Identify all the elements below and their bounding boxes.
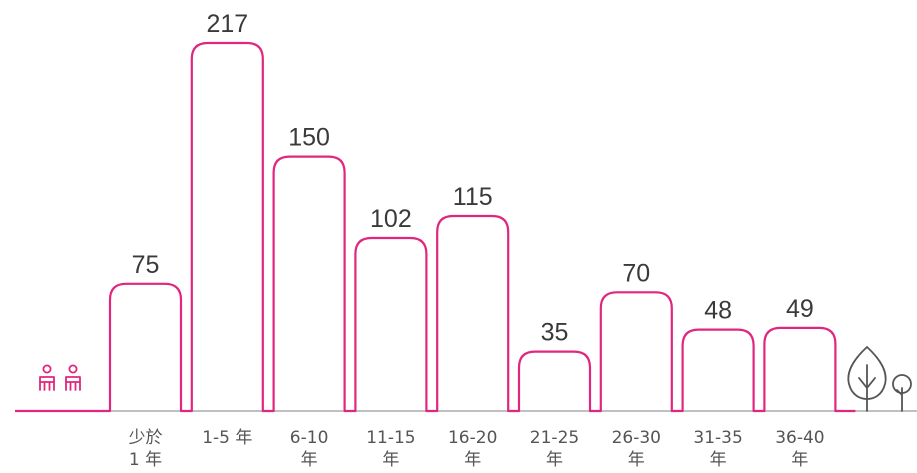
bar-8 (764, 328, 835, 411)
category-label: 11-15 (366, 428, 415, 448)
bar-2 (274, 157, 345, 411)
bar-6 (601, 292, 672, 411)
category-label: 36-40 (775, 428, 824, 448)
value-label: 48 (704, 297, 732, 325)
value-label: 75 (132, 251, 160, 279)
category-label: 少於 (129, 428, 163, 448)
bar-4 (437, 216, 508, 411)
value-label: 70 (622, 259, 650, 287)
bar-3 (355, 238, 426, 411)
value-label: 217 (206, 10, 248, 38)
bar-7 (683, 330, 754, 411)
category-label: 年 (628, 450, 645, 470)
category-label: 年 (710, 450, 727, 470)
value-label: 35 (541, 319, 569, 347)
bars-outline (15, 41, 856, 413)
value-label: 102 (370, 205, 412, 233)
bar-1 (192, 43, 263, 411)
value-label: 115 (453, 183, 493, 211)
category-label: 年 (546, 450, 563, 470)
value-label: 150 (288, 124, 330, 152)
category-label: 年 (791, 450, 808, 470)
category-label: 26-30 (612, 428, 661, 448)
category-label: 16-20 (448, 428, 497, 448)
category-label: 年 (301, 450, 318, 470)
value-label: 49 (786, 295, 814, 323)
category-label: 21-25 (530, 428, 579, 448)
category-label: 6-10 (290, 428, 329, 448)
bar-0 (110, 284, 181, 411)
category-label: 1-5 年 (202, 428, 252, 448)
category-label: 31-35 (693, 428, 742, 448)
people-icon (39, 364, 81, 391)
category-label: 1 年 (129, 450, 162, 470)
category-label: 年 (464, 450, 481, 470)
trees-icon (847, 346, 912, 412)
category-label: 年 (382, 450, 399, 470)
bar-5 (519, 352, 590, 411)
